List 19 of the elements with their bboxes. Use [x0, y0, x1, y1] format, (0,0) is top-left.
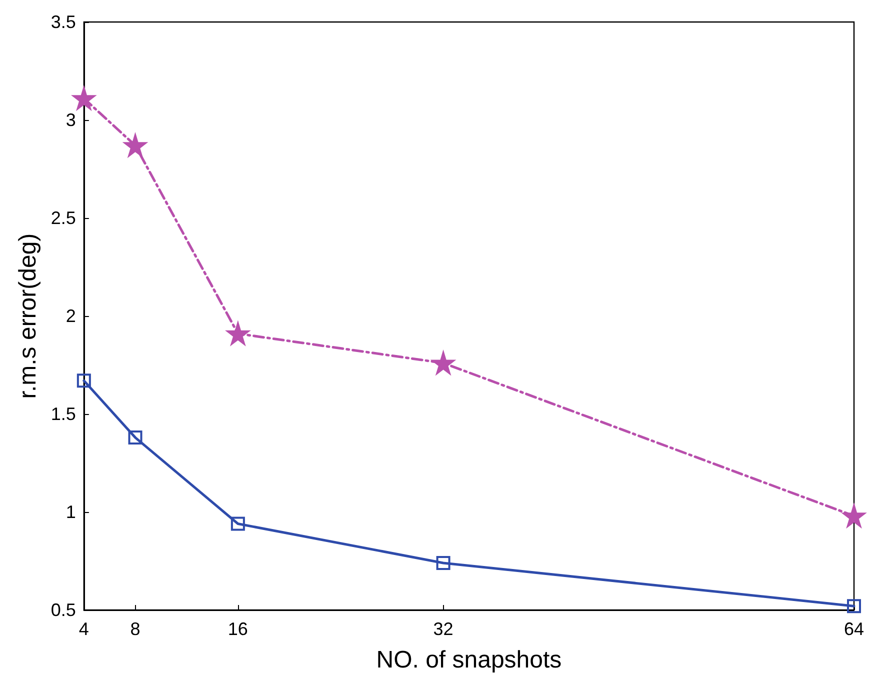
y-tick-label: 2.5	[50, 208, 76, 228]
y-tick-label: 3.5	[50, 12, 76, 32]
point	[436, 556, 450, 570]
y-tick-label: 1	[66, 502, 76, 522]
point	[76, 374, 91, 388]
x-axis-title: NO. of snapshots	[376, 646, 562, 674]
y-tick-label: 1.5	[50, 404, 76, 424]
x-tick-label: 8	[130, 619, 140, 639]
point	[230, 516, 245, 531]
x-tick-label: 32	[433, 619, 454, 639]
x-tick-label: 16	[228, 619, 248, 639]
x-tick-label: 64	[844, 619, 864, 639]
y-tick-label: 2	[66, 306, 76, 326]
y-tick-label: 3	[66, 110, 76, 130]
y-tick-label: 0.5	[50, 600, 76, 620]
point	[128, 430, 142, 445]
y-axis-title: r.m.s error(deg)	[14, 233, 42, 399]
point	[847, 599, 861, 614]
x-tick-label: 4	[78, 619, 89, 639]
